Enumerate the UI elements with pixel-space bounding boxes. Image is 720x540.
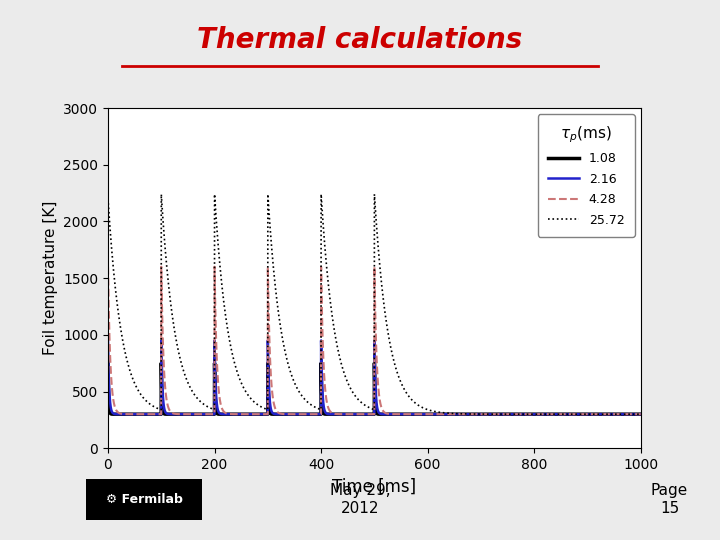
- 4.28: [208, 411, 217, 417]
- 4.28: [472, 411, 481, 417]
- 2.16: [636, 411, 645, 417]
- 4.28: [636, 411, 645, 417]
- Line: 2.16: 2.16: [108, 341, 641, 414]
- FancyBboxPatch shape: [86, 480, 202, 519]
- Legend: 1.08, 2.16, 4.28, 25.72: 1.08, 2.16, 4.28, 25.72: [538, 114, 634, 237]
- Line: 1.08: 1.08: [108, 363, 641, 414]
- Line: 4.28: 4.28: [108, 267, 641, 414]
- 2.16: [361, 411, 369, 417]
- 4.28: [602, 411, 611, 417]
- 2.16: [208, 411, 217, 417]
- Text: May 29,
2012: May 29, 2012: [330, 483, 390, 516]
- 4.28: [598, 411, 607, 417]
- Text: ⚙ Fermilab: ⚙ Fermilab: [106, 493, 182, 506]
- 2.16: [602, 411, 611, 417]
- Line: 25.72: 25.72: [108, 194, 641, 414]
- 2.16: [104, 337, 112, 344]
- 1.08: [361, 411, 369, 417]
- 2.16: [584, 411, 593, 417]
- 1.08: [602, 411, 611, 417]
- 4.28: [361, 411, 369, 417]
- 2.16: [472, 411, 481, 417]
- 25.72: [598, 411, 607, 417]
- 2.16: [147, 411, 156, 417]
- 25.72: [361, 402, 369, 409]
- 4.28: [157, 264, 166, 270]
- Y-axis label: Foil temperature [K]: Foil temperature [K]: [42, 201, 58, 355]
- 1.08: [584, 411, 593, 417]
- 1.08: [125, 411, 134, 417]
- 1.08: [104, 360, 112, 366]
- 25.72: [104, 195, 112, 202]
- 1.08: [472, 411, 481, 417]
- 25.72: [208, 406, 217, 412]
- 25.72: [370, 191, 379, 198]
- 1.08: [208, 411, 217, 417]
- 25.72: [584, 411, 593, 417]
- 25.72: [636, 411, 645, 417]
- 4.28: [458, 411, 467, 417]
- 1.08: [636, 411, 645, 417]
- 25.72: [472, 411, 481, 417]
- Text: Page
15: Page 15: [651, 483, 688, 516]
- Text: Thermal calculations: Thermal calculations: [197, 26, 523, 53]
- 4.28: [585, 411, 593, 417]
- 1.08: [598, 411, 607, 417]
- X-axis label: Time [ms]: Time [ms]: [333, 477, 416, 496]
- 4.28: [104, 264, 112, 270]
- 2.16: [598, 411, 607, 417]
- 25.72: [602, 411, 611, 417]
